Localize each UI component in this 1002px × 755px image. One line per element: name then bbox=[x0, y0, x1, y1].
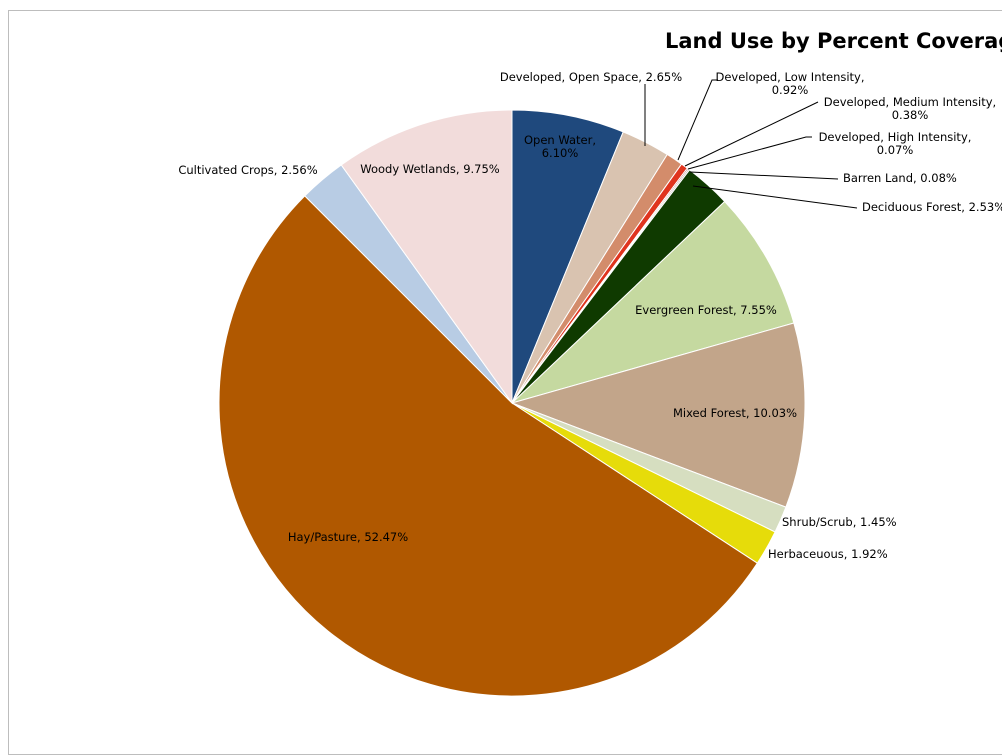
slice-label: Hay/Pasture, 52.47% bbox=[288, 530, 408, 544]
leader-line bbox=[687, 136, 812, 170]
slice-label: Developed, Medium Intensity, 0.38% bbox=[824, 95, 996, 122]
slice-label: Developed, High Intensity, 0.07% bbox=[819, 130, 972, 157]
slice-label: Mixed Forest, 10.03% bbox=[673, 406, 797, 420]
slice-label: Woody Wetlands, 9.75% bbox=[360, 162, 500, 176]
pie-slice-hay-pasture bbox=[218, 195, 759, 697]
slice-label: Developed, Open Space, 2.65% bbox=[500, 70, 682, 84]
slice-label: Developed, Low Intensity, 0.92% bbox=[715, 70, 864, 97]
chart-title: Land Use by Percent Coverage bbox=[665, 29, 1002, 53]
pie-slice-woody-wetlands bbox=[340, 109, 513, 405]
leader-line bbox=[692, 185, 858, 209]
slice-labels: Open Water, 6.10% Developed, Open Space, 2… bbox=[178, 70, 1002, 561]
leader-lines bbox=[644, 79, 858, 209]
pie-slice-mixed-forest bbox=[510, 322, 806, 508]
slice-label: Open Water, 6.10% bbox=[524, 133, 596, 160]
slice-label: Deciduous Forest, 2.53% bbox=[862, 200, 1002, 214]
slice-label: Evergreen Forest, 7.55% bbox=[635, 303, 777, 317]
pie-slice-evergreen-forest bbox=[511, 200, 795, 404]
slice-label: Herbaceuous, 1.92% bbox=[768, 547, 888, 561]
leader-line bbox=[677, 79, 718, 161]
pie-slices bbox=[218, 109, 806, 697]
leader-line bbox=[689, 171, 839, 180]
leader-line bbox=[684, 101, 819, 167]
slice-label: Cultivated Crops, 2.56% bbox=[178, 163, 317, 177]
slice-label: Barren Land, 0.08% bbox=[843, 171, 957, 185]
slice-label: Shrub/Scrub, 1.45% bbox=[782, 515, 897, 529]
